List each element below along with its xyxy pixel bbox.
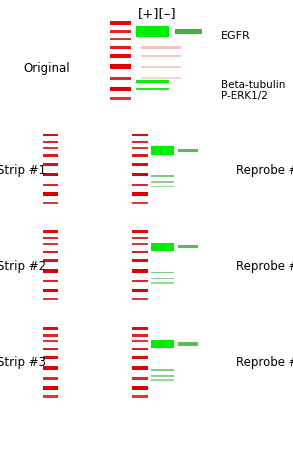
Bar [43,386,58,390]
Bar [132,147,148,150]
Bar [175,30,202,35]
Bar [151,186,174,188]
Bar [151,369,174,371]
Text: Strip #2: Strip #2 [0,260,47,272]
Bar [151,176,174,178]
Bar [43,147,58,150]
Bar [43,141,58,144]
Bar [43,173,58,177]
Bar [43,298,58,301]
Bar [110,23,132,26]
Bar [178,246,198,249]
Bar [132,173,148,177]
Bar [43,251,58,253]
Bar [43,327,58,330]
Bar [43,377,58,380]
Bar [141,78,181,80]
Bar [110,78,132,81]
Bar [43,395,58,398]
Bar [132,155,148,157]
Bar [132,202,148,205]
Bar [132,377,148,380]
Bar [43,259,58,262]
Text: Strip #1: Strip #1 [0,164,47,177]
Bar [43,230,58,233]
Bar [132,298,148,301]
Bar [43,348,58,350]
Bar [110,55,132,59]
Bar [151,282,174,284]
Bar [141,66,181,69]
Bar [43,134,58,137]
Bar [132,259,148,262]
Bar [43,269,58,273]
Bar [110,98,132,101]
Bar [132,280,148,283]
Bar [151,379,174,381]
Text: Reprobe #2: Reprobe #2 [236,260,293,272]
Bar [132,244,148,246]
Text: Beta-tubulin
P-ERK1/2: Beta-tubulin P-ERK1/2 [221,79,286,101]
Bar [43,289,58,293]
Bar [132,348,148,350]
Bar [43,184,58,187]
Bar [132,356,148,359]
Bar [132,269,148,273]
Bar [132,193,148,197]
Bar [132,289,148,293]
Text: Reprobe #1: Reprobe #1 [236,164,293,177]
Bar [132,184,148,187]
Bar [43,334,58,337]
Bar [136,27,169,38]
Bar [132,386,148,390]
Bar [110,87,132,92]
Bar [132,237,148,240]
Bar [178,150,198,153]
Bar [132,163,148,166]
Bar [151,147,174,155]
Bar [178,343,198,346]
Bar [151,243,174,251]
Bar [132,327,148,330]
Text: [+][–]: [+][–] [137,7,176,20]
Bar [151,278,174,280]
Bar [43,341,58,343]
Bar [136,81,169,84]
Bar [132,395,148,398]
Bar [132,134,148,137]
Bar [132,334,148,337]
Bar [110,65,132,69]
Bar [110,31,132,34]
Bar [151,340,174,348]
Text: Reprobe #3: Reprobe #3 [236,356,293,368]
Bar [43,237,58,240]
Bar [43,280,58,283]
Bar [43,202,58,205]
Bar [151,182,174,184]
Bar [110,47,132,50]
Bar [132,251,148,253]
Bar [43,155,58,157]
Text: EGFR: EGFR [221,31,251,41]
Bar [132,141,148,144]
Bar [141,55,181,58]
Bar [132,341,148,343]
Text: Original: Original [23,62,70,75]
Bar [43,193,58,197]
Bar [43,163,58,166]
Bar [151,375,174,377]
Bar [110,39,132,41]
Bar [151,272,174,274]
Bar [132,230,148,233]
Bar [136,88,169,91]
Bar [43,356,58,359]
Text: Strip #3: Strip #3 [0,356,47,368]
Bar [43,244,58,246]
Bar [132,366,148,370]
Bar [43,366,58,370]
Bar [141,47,181,50]
